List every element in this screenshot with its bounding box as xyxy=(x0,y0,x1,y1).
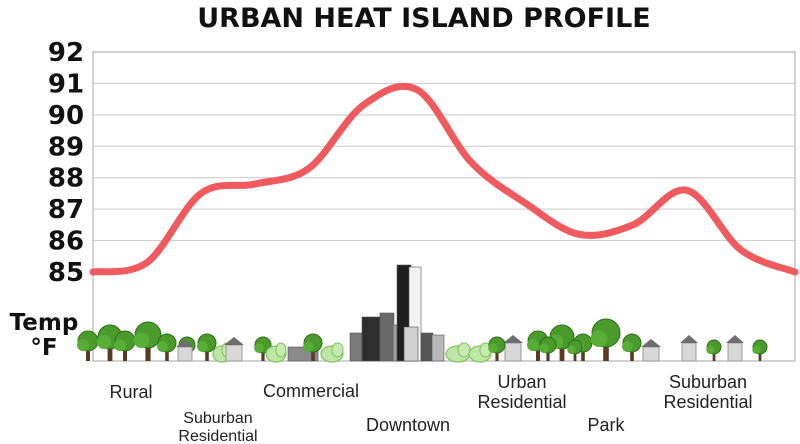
zone-labels: RuralSuburbanResidentialCommercialDownto… xyxy=(109,372,752,444)
y-axis-label: Temp °F xyxy=(10,310,79,361)
plot-frame xyxy=(92,51,796,362)
tree-icon xyxy=(488,336,506,361)
building-icon xyxy=(379,312,395,362)
tree-icon xyxy=(254,336,272,361)
building-icon xyxy=(420,332,434,362)
house-icon xyxy=(503,335,523,362)
tree-icon xyxy=(567,339,583,361)
chart-title: URBAN HEAT ISLAND PROFILE xyxy=(197,3,651,34)
zone-label: Park xyxy=(587,415,625,435)
tree-icon xyxy=(133,321,162,361)
building-icon xyxy=(361,316,381,362)
bush-icon xyxy=(320,342,344,363)
zone-label: Downtown xyxy=(366,415,450,435)
tree-icon xyxy=(590,318,621,361)
tree-icon xyxy=(157,333,177,361)
bush-icon xyxy=(265,342,287,363)
y-tick-label: 88 xyxy=(48,164,84,194)
zone-label: Suburban xyxy=(669,372,747,392)
house-icon xyxy=(176,339,194,362)
zone-label: Suburban xyxy=(183,410,252,427)
zone-label: Urban xyxy=(497,372,546,392)
city-skyline xyxy=(77,264,768,363)
zone-label: Commercial xyxy=(263,381,359,401)
temperature-line xyxy=(89,82,799,276)
building-icon xyxy=(431,334,445,362)
zone-label: Residential xyxy=(663,392,752,412)
y-tick-label: 87 xyxy=(48,195,84,225)
tree-icon xyxy=(622,333,642,361)
zone-label: Residential xyxy=(178,428,257,444)
y-tick-label: 89 xyxy=(48,132,84,162)
bush-icon xyxy=(468,342,492,363)
gridlines xyxy=(93,82,795,242)
tree-icon xyxy=(706,339,722,361)
building-icon xyxy=(403,326,419,362)
tree-icon xyxy=(539,336,557,361)
y-tick-label: 86 xyxy=(48,227,84,257)
tree-icon xyxy=(197,333,217,361)
y-tick-label: 85 xyxy=(48,258,84,288)
zone-label: Residential xyxy=(477,392,566,412)
tree-icon xyxy=(114,330,136,361)
y-tick-label: 91 xyxy=(48,69,84,99)
y-tick-label: 90 xyxy=(48,101,84,131)
y-axis-label-line-2: °F xyxy=(30,335,57,361)
tree-icon xyxy=(77,330,99,361)
tree-icon xyxy=(752,339,768,361)
house-icon xyxy=(726,335,744,362)
zone-label: Rural xyxy=(109,382,152,402)
y-axis-label-line-1: Temp xyxy=(10,310,79,336)
building-icon xyxy=(349,332,363,362)
tree-icon xyxy=(303,333,323,361)
house-icon xyxy=(641,339,661,362)
house-icon xyxy=(680,335,698,362)
house-icon xyxy=(224,337,244,362)
plot-border xyxy=(92,51,796,362)
y-tick-label: 92 xyxy=(48,38,84,68)
bush-icon xyxy=(445,342,471,363)
